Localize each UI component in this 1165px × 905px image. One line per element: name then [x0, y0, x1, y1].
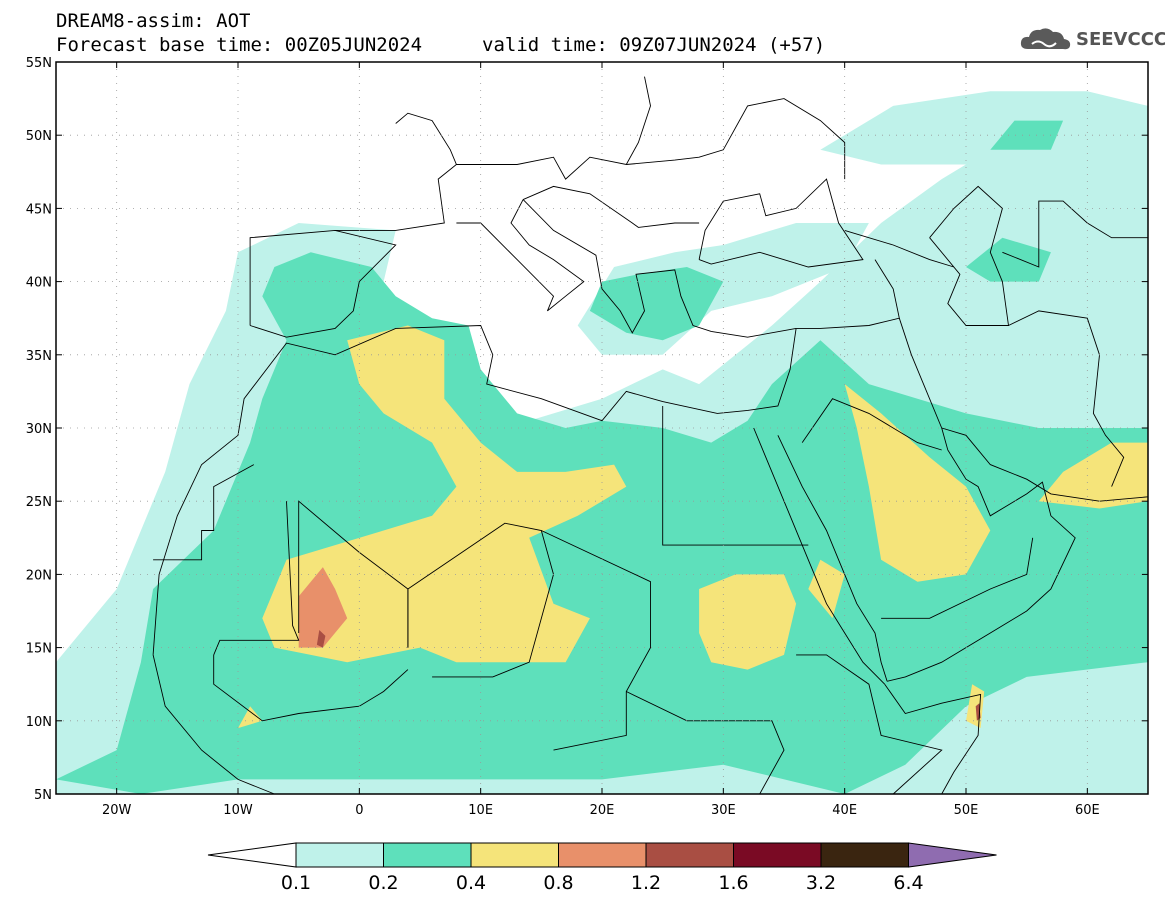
lon-tick-label: 40E [832, 803, 857, 818]
border-europe-3 [522, 185, 700, 228]
lat-tick-label: 35N [26, 349, 52, 364]
coast-red-sea-east [777, 435, 888, 682]
lat-tick-label: 50N [26, 129, 52, 144]
border-saudi [801, 398, 942, 451]
colorbar-swatch [820, 842, 909, 868]
lat-tick-label: 20N [26, 568, 52, 583]
colorbar-swatch [295, 842, 384, 868]
logo-text: SEEVCCC [1076, 28, 1165, 50]
aot-0.1-region-north [820, 91, 1148, 209]
time-line: Forecast base time: 00Z05JUN2024 valid ti… [56, 34, 825, 56]
coast-red-sea-west [753, 427, 886, 685]
border-europe-4 [626, 98, 846, 180]
border-egypt-libya [662, 406, 809, 546]
product-title: DREAM8-assim: AOT [56, 10, 251, 32]
colorbar-level-label: 0.2 [368, 872, 398, 894]
colorbar-swatch [383, 842, 472, 868]
colorbar-level-label: 6.4 [893, 872, 923, 894]
border-iran-east [1008, 310, 1125, 487]
coast-caspian [929, 185, 1010, 326]
colorbar-level-label: 0.1 [281, 872, 311, 894]
map-grid [56, 62, 1148, 794]
aot-0.8-region [298, 567, 348, 648]
border-saudi-yemen [881, 537, 1034, 619]
border-central-asia [1002, 200, 1148, 268]
lon-tick-label: 20W [102, 803, 132, 818]
colorbar: 0.1 0.2 0.4 0.8 1.2 1.6 3.2 6.4 [207, 842, 997, 894]
aot-0.4-region-sudan [699, 574, 797, 670]
lat-tick-label: 15N [26, 642, 52, 657]
coast-horn-africa [884, 683, 982, 795]
lon-tick-label: 60E [1075, 803, 1100, 818]
aot-0.4-region-arabia [844, 384, 991, 582]
border-mauritania [153, 464, 255, 561]
aot-0.2-region-caspian [966, 237, 1051, 282]
aot-0.4-region-west-africa [262, 325, 627, 663]
base-time: Forecast base time: 00Z05JUN2024 [56, 34, 423, 56]
colorbar-level-label: 0.8 [543, 872, 573, 894]
colorbar-level-label: 1.6 [718, 872, 748, 894]
border-europe-1 [335, 112, 457, 231]
coast-west-africa [152, 325, 797, 655]
border-ethiopia [796, 654, 943, 795]
lon-tick-label: 10W [223, 803, 253, 818]
aot-0.4-region-ethiopia [808, 559, 845, 619]
valid-time: valid time: 09Z07JUN2024 (+57) [482, 34, 826, 56]
aot-1.2-region [316, 630, 326, 648]
border-iraq-iran [898, 318, 943, 429]
aot-0.2-region-aegean [589, 267, 724, 341]
coast-balkans-greece [522, 199, 797, 338]
coastlines-and-borders [152, 76, 1149, 795]
border-niger [407, 522, 554, 678]
border-europe-2 [456, 76, 651, 180]
aot-0.4-region-small [238, 706, 263, 729]
colorbar-swatch [558, 842, 647, 868]
colorbar-swatch [733, 842, 822, 868]
coast-black-sea [698, 178, 864, 268]
colorbar-high-extension [908, 842, 997, 868]
lat-tick-label: 30N [26, 422, 52, 437]
lat-tick-label: 10N [26, 715, 52, 730]
lon-tick-label: 20E [590, 803, 615, 818]
border-caucasus [844, 229, 955, 268]
lat-tick-label: 45N [26, 202, 52, 217]
colorbar-swatch [645, 842, 734, 868]
aot-0.4-region-gulf [1038, 442, 1148, 509]
lat-tick-label: 55N [26, 56, 52, 71]
seevccc-logo: SEEVCCC [1018, 24, 1165, 54]
colorbar-level-label: 0.4 [456, 872, 486, 894]
border-chad-sudan [541, 530, 651, 751]
lon-tick-label: 30E [711, 803, 736, 818]
border-turkey-syria [796, 259, 900, 329]
border-central-africa [626, 691, 785, 795]
axis-ticks: 55N 50N 45N 40N 35N 30N 25N 20N 15N 10N 5N 20W 10W 0 1… [26, 56, 1148, 818]
lon-tick-label: 0 [355, 803, 363, 818]
lat-tick-label: 40N [26, 276, 52, 291]
border-mauritania-mali [213, 501, 300, 656]
lon-tick-label: 50E [954, 803, 979, 818]
lat-tick-label: 5N [34, 788, 52, 803]
lon-tick-label: 10E [468, 803, 493, 818]
aot-contours [56, 91, 1148, 795]
colorbar-level-label: 3.2 [806, 872, 836, 894]
aot-0.2-region-main [56, 252, 1148, 795]
coast-gulf-guinea [152, 654, 275, 795]
coast-italy [456, 199, 585, 312]
aot-0.2-region-north [990, 120, 1064, 150]
coast-iberia [249, 229, 397, 338]
coast-arabia-south [886, 427, 1076, 682]
border-west-african-coast [213, 654, 409, 722]
colorbar-level-label: 1.2 [631, 872, 661, 894]
colorbar-low-extension [207, 842, 297, 868]
lat-tick-label: 25N [26, 495, 52, 510]
colorbar-swatch [470, 842, 559, 868]
cloud-icon [1020, 28, 1071, 50]
